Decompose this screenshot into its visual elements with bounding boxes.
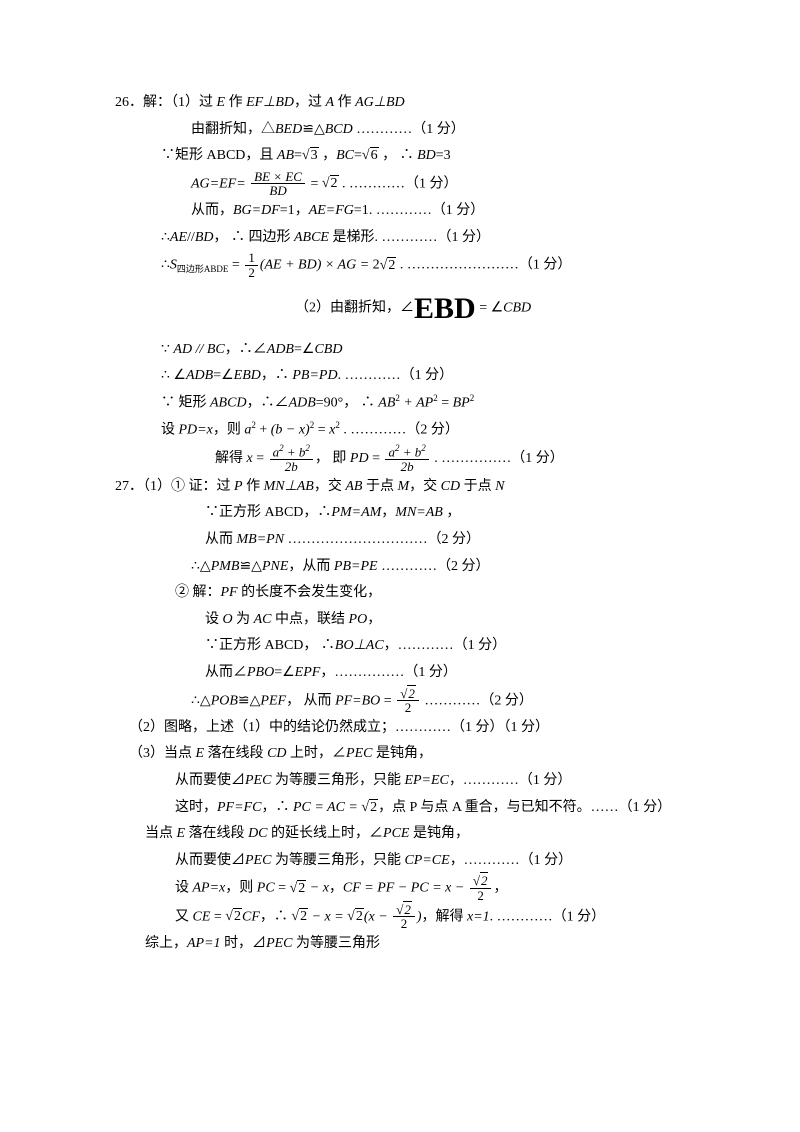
- math-solution-page: 26．解：（1）过 E 作 EF⊥BD，过 A 作 AG⊥BD 由翻折知，△BE…: [0, 0, 800, 1018]
- p27-line13: 这时，PF=FC，∴ PC = AC = 2，点 P 与点 A 重合，与已知不符…: [115, 795, 720, 822]
- p26-line3: ∵矩形 ABCD，且 AB=3 ，BC=6 ， ∴ BD=3: [115, 143, 720, 170]
- p26-line10: ∴ ∠ADB=∠EBD，∴ PB=PD. …………（1 分）: [115, 363, 720, 390]
- p27-line9: ∴△POB≌△PEF， 从而 PF=BO = 22 …………（2 分）: [115, 687, 720, 715]
- p27-line15: 从而要使⊿PEC 为等腰三角形，只能 CP=CE，…………（1 分）: [115, 848, 720, 875]
- p27-line4: ∴△PMB≌△PNE，从而 PB=PE …………（2 分）: [115, 554, 720, 581]
- p27-line8: 从而∠PBO=∠EPF，……………（1 分）: [115, 660, 720, 687]
- p26-line9: ∵ AD // BC，∴∠ADB=∠CBD: [115, 337, 720, 364]
- p27-line10: （2）图略，上述（1）中的结论仍然成立；…………（1 分）（1 分）: [115, 715, 720, 742]
- p27-line18: 综上，AP=1 时，⊿PEC 为等腰三角形: [115, 931, 720, 958]
- p27-line2: ∵正方形 ABCD，∴PM=AM，MN=AB ，: [115, 500, 720, 527]
- p27-line16: 设 AP=x，则 PC = 2 − x，CF = PF − PC = x − 2…: [115, 874, 720, 902]
- p26-line4: AG=EF= BE × ECBD = 2 . …………（1 分）: [115, 170, 720, 198]
- p26-line8: （2）由翻折知，∠EBD = ∠CBD: [115, 280, 720, 337]
- p26-line7: ∴S四边形ABDE = 12(AE + BD) × AG = 22 . ……………: [115, 251, 720, 279]
- fraction: BE × ECBD: [251, 170, 305, 198]
- p27-line17: 又 CE = 2CF，∴ 2 − x = 2(x − 22)，解得 x=1. ……: [115, 903, 720, 931]
- p27-line5: ② 解：PF 的长度不会发生变化，: [115, 580, 720, 607]
- p26-line6: ∴AE//BD， ∴ 四边形 ABCE 是梯形. …………（1 分）: [115, 225, 720, 252]
- p26-line1: 26．解：（1）过 E 作 EF⊥BD，过 A 作 AG⊥BD: [115, 90, 720, 117]
- p27-line3: 从而 MB=PN …………………………（2 分）: [115, 527, 720, 554]
- p27-line6: 设 O 为 AC 中点，联结 PO，: [115, 607, 720, 634]
- p27-line11: （3）当点 E 落在线段 CD 上时，∠PEC 是钝角，: [115, 741, 720, 768]
- p26-line13: 解得 x = a2 + b22b， 即 PD = a2 + b22b . …………: [115, 444, 720, 474]
- p26-line2: 由翻折知，△BED≌△BCD …………（1 分）: [115, 117, 720, 144]
- p26-line12: 设 PD=x，则 a2 + (b − x)2 = x2 . …………（2 分）: [115, 417, 720, 444]
- p27-line1: 27．（1）① 证：过 P 作 MN⊥AB，交 AB 于点 M，交 CD 于点 …: [115, 474, 720, 501]
- big-ebd-token: EBD: [414, 292, 476, 325]
- p26-line11: ∵ 矩形 ABCD，∴∠ADB=90°， ∴ AB2 + AP2 = BP2: [115, 390, 720, 417]
- p27-line7: ∵正方形 ABCD， ∴BO⊥AC，…………（1 分）: [115, 633, 720, 660]
- p26-line5: 从而，BG=DF=1，AE=FG=1. …………（1 分）: [115, 198, 720, 225]
- p27-line12: 从而要使⊿PEC 为等腰三角形，只能 EP=EC，…………（1 分）: [115, 768, 720, 795]
- p27-line14: 当点 E 落在线段 DC 的延长线上时，∠PCE 是钝角，: [115, 821, 720, 848]
